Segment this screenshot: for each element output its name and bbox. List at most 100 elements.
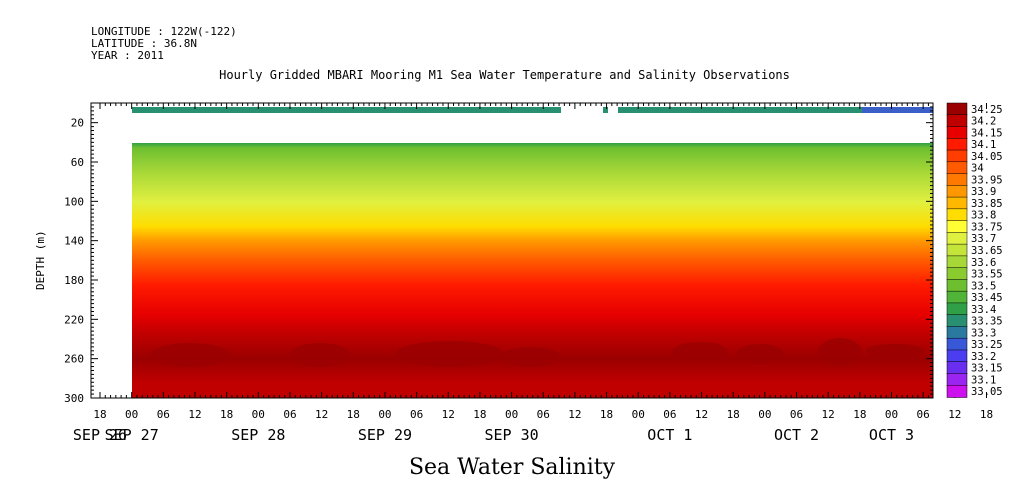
colorbar-swatch [946,267,968,281]
colorbar-label: 34.1 [971,139,996,151]
x-hour-label: 06 [917,408,930,421]
x-hour-label: 18 [347,408,360,421]
colorbar-swatch [946,232,968,245]
colorbar-label: 33.5 [971,280,996,292]
latitude-label: LATITUDE : 36.8N [91,37,197,50]
colorbar-swatch [946,373,968,386]
colorbar-label: 33.35 [971,316,1003,328]
x-hour-label: 12 [948,408,961,421]
longitude-label: LONGITUDE : 122W(-122) [91,25,237,38]
deep-max-blob [290,343,350,367]
year-label: YEAR : 2011 [91,49,164,62]
colorbar-swatch [946,126,968,140]
colorbar-swatch [946,185,968,198]
y-axis-label: DEPTH (m) [34,230,47,290]
x-day-label: SEP 26 [73,426,127,444]
colorbar-swatch [946,161,968,175]
colorbar-label: 33.3 [971,327,996,339]
deep-max-blob [150,343,230,367]
deep-max-blob [395,341,505,367]
colorbar-swatch [946,102,968,116]
x-day-label: SEP 29 [358,426,412,444]
colorbar-label: 33.4 [971,304,996,316]
colorbar-swatch [946,279,968,292]
x-day-label: OCT 1 [647,426,692,444]
colorbar-label: 33.1 [971,374,996,386]
x-hour-label: 06 [157,408,170,421]
x-hour-label: 12 [315,408,328,421]
x-day-label: SEP 28 [231,426,285,444]
deep-max-blob [865,344,925,358]
colorbar-label: 33.45 [971,292,1003,304]
colorbar-label: 33.6 [971,257,996,269]
colorbar-label: 33.85 [971,198,1003,210]
x-hour-label: 12 [822,408,835,421]
x-hour-label: 18 [727,408,740,421]
x-hour-label: 00 [252,408,265,421]
deep-max-blob [672,342,728,362]
colorbar-swatch [946,243,968,257]
x-hour-label: 12 [442,408,455,421]
x-hour-label: 18 [853,408,866,421]
deep-max-blob [500,347,560,367]
deep-max-blob [736,344,784,364]
x-axis-label: Sea Water Salinity [408,455,616,480]
colorbar-swatch [946,326,968,339]
colorbar-swatch [946,337,968,351]
colorbar-label: 34.05 [971,151,1003,163]
surface-band [132,107,933,113]
x-hour-label: 18 [93,408,106,421]
x-hour-label: 12 [695,408,708,421]
surface-blue-patch [862,107,933,113]
colorbar-label: 33.95 [971,174,1003,186]
y-tick-label: 100 [64,195,84,208]
colorbar-swatch [946,384,968,398]
colorbar-swatch [946,349,968,363]
y-tick-label: 220 [64,313,84,326]
x-hour-label: 06 [537,408,550,421]
y-tick-label: 180 [64,274,84,287]
colorbar-label: 33.65 [971,245,1003,257]
y-tick-label: 20 [71,117,84,130]
y-tick-label: 300 [64,392,84,405]
colorbar-label: 34 [971,163,984,175]
colorbar-label: 33.75 [971,221,1003,233]
y-tick-label: 260 [64,353,84,366]
x-hour-label: 00 [378,408,391,421]
x-hour-label: 18 [600,408,613,421]
x-hour-label: 06 [790,408,803,421]
colorbar-label: 33.9 [971,186,996,198]
x-hour-label: 18 [473,408,486,421]
x-hour-label: 06 [410,408,423,421]
colorbar-swatch [946,173,968,187]
y-tick-label: 60 [71,156,84,169]
y-axis: 20 60 100 140 180 220 260 300 [64,102,933,405]
colorbar-label: 33.2 [971,351,996,363]
colorbar-swatch [946,208,968,222]
colorbar-label: 34.25 [971,104,1003,116]
colorbar-swatch [946,138,968,151]
x-hour-label: 12 [568,408,581,421]
x-hour-label: 18 [980,408,993,421]
colorbar-swatch [946,114,968,128]
x-day-label: OCT 3 [869,426,914,444]
x-day-label: SEP 27 [105,426,159,444]
colorbar-label: 34.2 [971,116,996,128]
x-hour-label: 06 [283,408,296,421]
surface-gap-2 [608,106,618,114]
x-hour-label: 00 [505,408,518,421]
colorbar-label: 33.05 [971,386,1003,398]
x-hour-label: 18 [220,408,233,421]
x-hour-label: 00 [885,408,898,421]
colorbar-label: 33.7 [971,233,996,245]
y-tick-label: 140 [64,235,84,248]
x-day-label: SEP 30 [484,426,538,444]
x-axis: 18 00 06 12 18 00 06 12 18 00 06 12 18 00 06 12 18 00 06 12… [73,103,993,444]
colorbar-label: 33.8 [971,210,996,222]
colorbar-swatch [946,314,968,328]
colorbar-label: 34.15 [971,127,1003,139]
colorbar-swatch [946,302,968,316]
colorbar-swatch [946,290,968,304]
deep-max-blob [818,338,862,366]
